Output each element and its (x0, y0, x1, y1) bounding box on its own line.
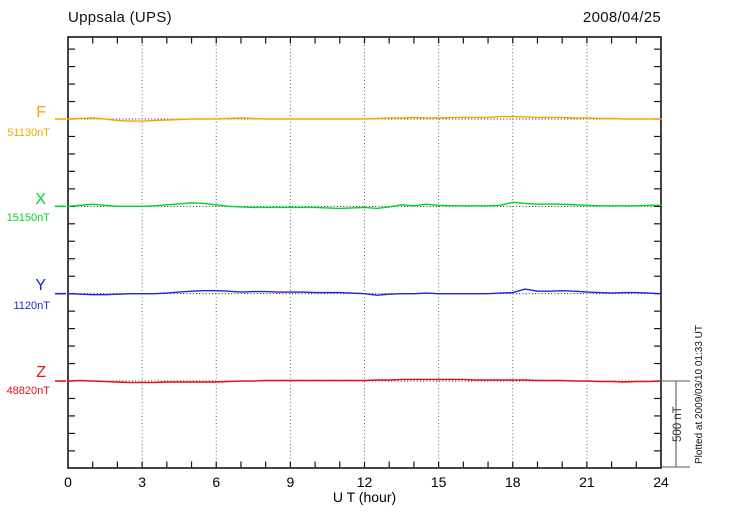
trace-F (67, 115, 662, 122)
hour-label-24: 24 (653, 474, 669, 490)
scale-bar (662, 380, 690, 468)
y-ticks (68, 48, 661, 452)
hour-labels: 0 3 6 9 12 15 18 21 24 (64, 474, 669, 490)
trace-X (67, 201, 662, 210)
scale-bar-label: 500 nT (672, 406, 684, 442)
component-baseline-value-X: 15150nT (6, 212, 50, 224)
component-baseline-value-F: 51130nT (7, 127, 50, 139)
trace-Y (67, 288, 662, 296)
traces (67, 115, 662, 384)
hour-label-6: 6 (212, 474, 220, 490)
component-letter-X: X (35, 191, 46, 208)
plotted-at-text: Plotted at 2009/03/10 01:33 UT (694, 325, 705, 464)
hour-label-18: 18 (505, 474, 521, 490)
baselines (55, 118, 661, 382)
x-ticks (92, 37, 637, 468)
plot-date: 2008/04/25 (582, 9, 661, 26)
gridlines (141, 38, 588, 467)
hour-label-0: 0 (64, 474, 72, 490)
station-title: Uppsala (UPS) (68, 9, 172, 26)
component-letter-F: F (36, 104, 46, 121)
x-axis-label: U T (hour) (332, 489, 397, 505)
plot-frame (67, 36, 662, 469)
hour-label-3: 3 (138, 474, 146, 490)
hour-label-9: 9 (286, 474, 294, 490)
hour-label-21: 21 (579, 474, 595, 490)
component-baseline-value-Z: 48820nT (6, 385, 50, 397)
component-letter-Z: Z (36, 364, 46, 381)
trace-Z (67, 378, 662, 384)
component-baseline-value-Y: 1120nT (13, 300, 51, 312)
hour-label-15: 15 (431, 474, 447, 490)
hour-label-12: 12 (357, 474, 373, 490)
component-letter-Y: Y (35, 277, 46, 294)
